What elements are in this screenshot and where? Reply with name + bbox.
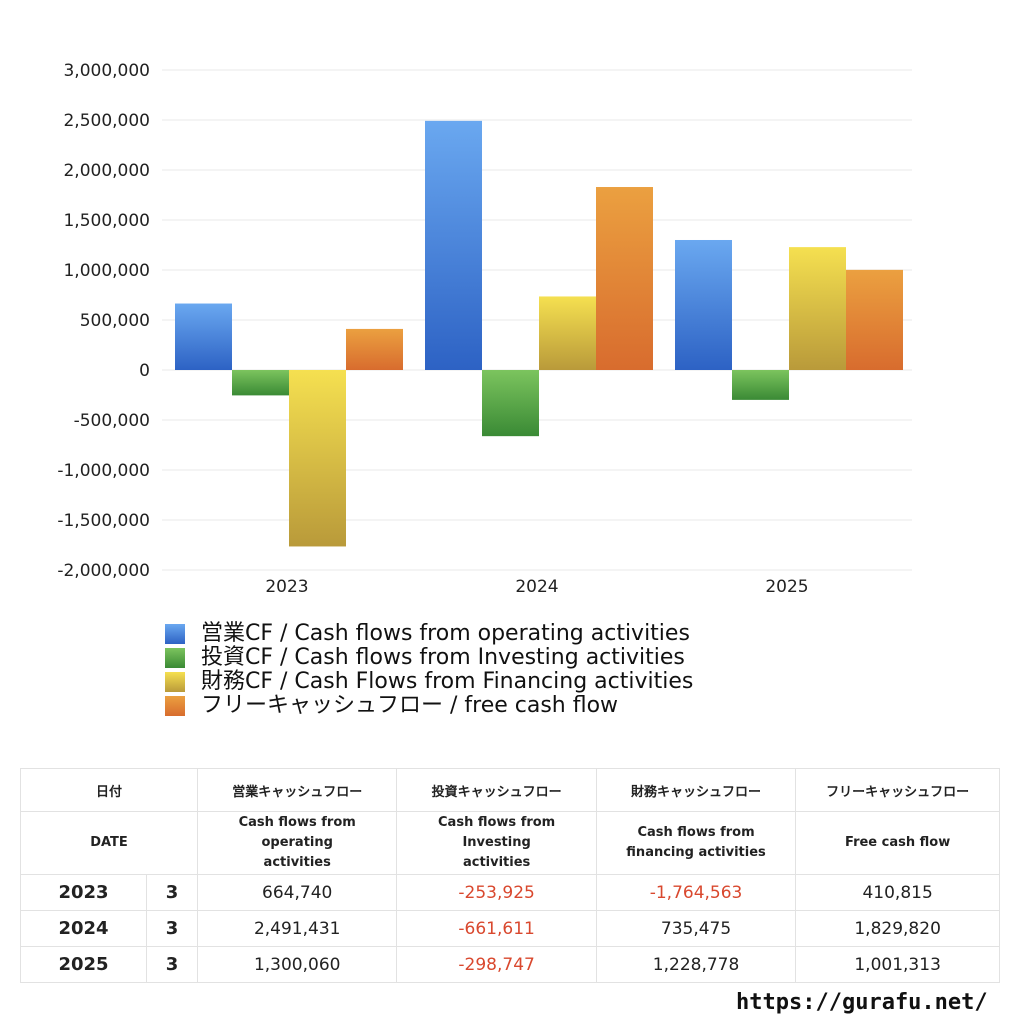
legend-item: 営業CF / Cash flows from operating activit… xyxy=(165,622,693,646)
bar-2024-series-2 xyxy=(539,296,596,370)
header-investing-jp: 投資キャッシュフロー xyxy=(396,768,597,812)
legend-swatch xyxy=(165,696,185,716)
bar-2024-series-0 xyxy=(425,120,482,370)
financing-cell: -1,764,563 xyxy=(595,874,797,911)
operating-cell: 1,300,060 xyxy=(196,946,398,983)
y-tick-label: 3,000,000 xyxy=(63,61,150,81)
y-tick-label: -500,000 xyxy=(74,411,150,431)
y-tick-label: 2,000,000 xyxy=(63,161,150,181)
free-cell: 410,815 xyxy=(795,874,1000,911)
cash-flow-table: 日付 営業キャッシュフロー 投資キャッシュフロー 財務キャッシュフロー フリーキ… xyxy=(20,768,1000,983)
investing-cell: -661,611 xyxy=(396,910,597,947)
y-tick-label: -1,500,000 xyxy=(57,511,150,531)
legend-label: 財務CF / Cash Flows from Financing activit… xyxy=(201,669,694,694)
y-tick-label: -2,000,000 xyxy=(57,561,150,581)
y-tick-label: 1,000,000 xyxy=(63,261,150,281)
bar-2025-series-3 xyxy=(846,269,903,370)
investing-cell: -298,747 xyxy=(396,946,597,983)
legend-label: 投資CF / Cash flows from Investing activit… xyxy=(201,645,685,670)
header-date-en: DATE xyxy=(20,811,198,875)
free-cell: 1,829,820 xyxy=(795,910,1000,947)
bar-2025-series-1 xyxy=(732,370,789,400)
year-cell: 2025 xyxy=(20,946,147,983)
month-cell: 3 xyxy=(146,874,198,911)
chart-legend: 営業CF / Cash flows from operating activit… xyxy=(165,622,693,718)
legend-label: フリーキャッシュフロー / free cash flow xyxy=(201,693,619,718)
month-cell: 3 xyxy=(146,946,198,983)
header-operating-en-text: Cash flows from operating activities xyxy=(238,815,356,870)
table-header-japanese: 日付 営業キャッシュフロー 投資キャッシュフロー 財務キャッシュフロー フリーキ… xyxy=(20,768,1000,812)
legend-swatch xyxy=(165,624,185,644)
table-row: 2023 3 664,740 -253,925 -1,764,563 410,815 xyxy=(20,874,1000,911)
financing-cell: 1,228,778 xyxy=(595,946,797,983)
legend-swatch xyxy=(165,648,185,668)
y-tick-label: 2,500,000 xyxy=(63,111,150,131)
header-financing-en-text: Cash flows from financing activities xyxy=(626,825,766,860)
x-tick-label: 2025 xyxy=(765,577,808,597)
legend-item: フリーキャッシュフロー / free cash flow xyxy=(165,694,693,718)
bar-2024-series-3 xyxy=(596,187,653,370)
year-cell: 2023 xyxy=(20,874,147,911)
free-cell: 1,001,313 xyxy=(795,946,1000,983)
y-tick-label: -1,000,000 xyxy=(57,461,150,481)
investing-cell: -253,925 xyxy=(396,874,597,911)
header-investing-en: Cash flows from Investing activities xyxy=(396,811,597,875)
month-cell: 3 xyxy=(146,910,198,947)
table-row: 2024 3 2,491,431 -661,611 735,475 1,829,820 xyxy=(20,910,1000,947)
legend-item: 投資CF / Cash flows from Investing activit… xyxy=(165,646,693,670)
bar-2023-series-0 xyxy=(175,303,232,370)
x-tick-label: 2023 xyxy=(265,577,308,597)
header-operating-en: Cash flows from operating activities xyxy=(196,811,398,875)
cash-flow-bar-chart: 3,000,000 2,500,000 2,000,000 1,500,000 1,00… xyxy=(57,61,912,597)
header-free-en: Free cash flow xyxy=(795,811,1000,875)
bar-2023-series-2 xyxy=(289,370,346,547)
header-date-jp: 日付 xyxy=(20,768,198,812)
year-cell: 2024 xyxy=(20,910,147,947)
bar-2025-series-0 xyxy=(675,239,732,370)
legend-label: 営業CF / Cash flows from operating activit… xyxy=(201,621,690,646)
site-url: https://gurafu.net/ xyxy=(736,990,988,1015)
financing-cell: 735,475 xyxy=(595,910,797,947)
y-tick-label: 500,000 xyxy=(80,311,150,331)
bar-2024-series-1 xyxy=(482,370,539,437)
bar-2023-series-3 xyxy=(346,328,403,370)
x-tick-label: 2024 xyxy=(515,577,558,597)
header-financing-jp: 財務キャッシュフロー xyxy=(595,768,797,812)
legend-item: 財務CF / Cash Flows from Financing activit… xyxy=(165,670,693,694)
header-financing-en: Cash flows from financing activities xyxy=(595,811,797,875)
operating-cell: 664,740 xyxy=(196,874,398,911)
bar-2025-series-2 xyxy=(789,247,846,370)
bar-2023-series-1 xyxy=(232,370,289,396)
header-free-jp: フリーキャッシュフロー xyxy=(795,768,1000,812)
y-tick-label: 0 xyxy=(139,361,150,381)
table-row: 2025 3 1,300,060 -298,747 1,228,778 1,001,313 xyxy=(20,946,1000,983)
table-header-english: DATE Cash flows from operating activitie… xyxy=(20,811,1000,875)
y-tick-label: 1,500,000 xyxy=(63,211,150,231)
header-operating-jp: 営業キャッシュフロー xyxy=(196,768,398,812)
operating-cell: 2,491,431 xyxy=(196,910,398,947)
header-investing-en-text: Cash flows from Investing activities xyxy=(438,815,556,870)
legend-swatch xyxy=(165,672,185,692)
